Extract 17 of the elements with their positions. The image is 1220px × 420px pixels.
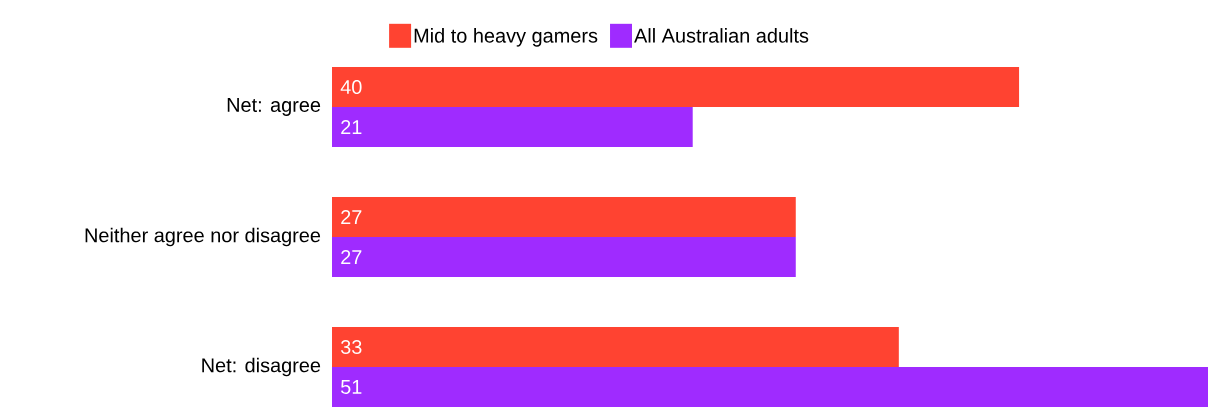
bar xyxy=(332,327,899,367)
legend-label: All Australian adults xyxy=(634,28,809,43)
data-label: 21 xyxy=(341,120,362,134)
data-label: 33 xyxy=(340,339,362,355)
data-label: 27 xyxy=(341,250,362,264)
data-label: 40 xyxy=(340,79,362,95)
y-tick-label: Neither agree nor disagree xyxy=(85,227,321,247)
bar xyxy=(332,107,693,147)
y-tick-label: Net: agree xyxy=(227,98,321,116)
bar xyxy=(332,367,1208,407)
data-label: 27 xyxy=(341,210,362,224)
bar xyxy=(332,67,1020,107)
bar xyxy=(332,197,796,237)
data-label: 51 xyxy=(341,380,362,394)
bar xyxy=(332,237,796,277)
legend-label: Mid to heavy gamers xyxy=(414,28,598,47)
y-tick-label: Net: disagree xyxy=(202,357,321,377)
